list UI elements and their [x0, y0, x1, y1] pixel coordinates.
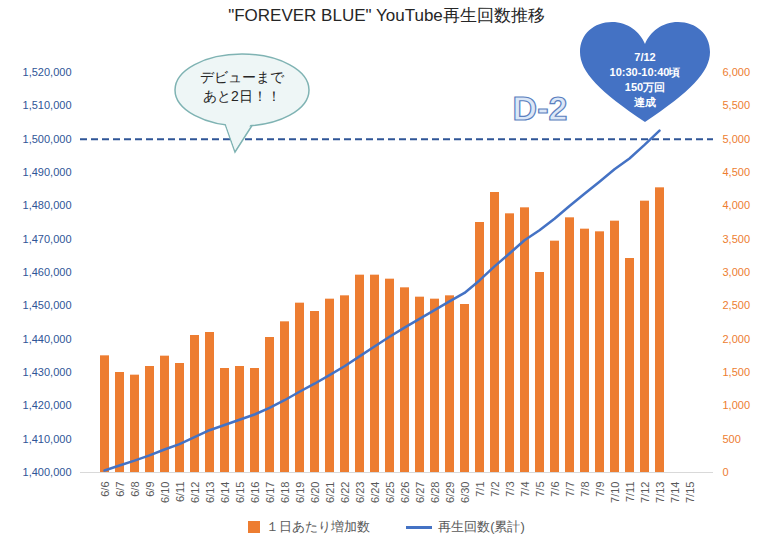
svg-text:3,000: 3,000: [723, 266, 751, 278]
svg-text:5,000: 5,000: [723, 133, 751, 145]
svg-text:1,420,000: 1,420,000: [23, 399, 72, 411]
svg-text:1,490,000: 1,490,000: [23, 166, 72, 178]
svg-text:6/19: 6/19: [294, 482, 306, 503]
svg-text:7/6: 7/6: [549, 482, 561, 497]
svg-text:10:30-10:40頃: 10:30-10:40頃: [610, 66, 681, 79]
svg-text:1,430,000: 1,430,000: [23, 366, 72, 378]
svg-text:1,520,000: 1,520,000: [23, 66, 72, 78]
svg-text:6/12: 6/12: [189, 482, 201, 503]
svg-text:7/11: 7/11: [624, 482, 636, 503]
svg-text:1,480,000: 1,480,000: [23, 199, 72, 211]
svg-text:1,510,000: 1,510,000: [23, 99, 72, 111]
svg-text:6/17: 6/17: [264, 482, 276, 503]
svg-text:7/9: 7/9: [594, 482, 606, 497]
svg-text:7/4: 7/4: [519, 482, 531, 497]
svg-text:0: 0: [723, 466, 729, 478]
svg-text:達成: 達成: [633, 96, 656, 108]
svg-text:7/5: 7/5: [534, 482, 546, 497]
svg-text:3,500: 3,500: [723, 233, 751, 245]
svg-text:7/7: 7/7: [564, 482, 576, 497]
svg-text:7/12: 7/12: [634, 51, 655, 63]
svg-text:1,500: 1,500: [723, 366, 751, 378]
svg-text:6/22: 6/22: [339, 482, 351, 503]
svg-text:6/11: 6/11: [174, 482, 186, 503]
svg-text:7/8: 7/8: [579, 482, 591, 497]
svg-text:1,450,000: 1,450,000: [23, 299, 72, 311]
svg-text:6/24: 6/24: [369, 482, 381, 503]
svg-text:1,410,000: 1,410,000: [23, 433, 72, 445]
svg-text:あと2日！！: あと2日！！: [203, 88, 281, 104]
svg-text:7/13: 7/13: [654, 482, 666, 503]
svg-text:1,460,000: 1,460,000: [23, 266, 72, 278]
svg-text:5,500: 5,500: [723, 99, 751, 111]
svg-text:2,000: 2,000: [723, 333, 751, 345]
svg-text:500: 500: [723, 433, 741, 445]
svg-text:7/1: 7/1: [474, 482, 486, 497]
svg-text:6/20: 6/20: [309, 482, 321, 503]
svg-text:6/23: 6/23: [354, 482, 366, 503]
svg-text:6/13: 6/13: [204, 482, 216, 503]
svg-text:6/25: 6/25: [384, 482, 396, 503]
html-text:再生回数(累計): 再生回数(累計): [438, 519, 525, 534]
svg-text:6/30: 6/30: [459, 482, 471, 503]
svg-text:7/2: 7/2: [489, 482, 501, 497]
svg-text:1,440,000: 1,440,000: [23, 333, 72, 345]
svg-text:6/15: 6/15: [234, 482, 246, 503]
svg-text:6,000: 6,000: [723, 66, 751, 78]
svg-text:7/10: 7/10: [609, 482, 621, 503]
svg-text:1,000: 1,000: [723, 399, 751, 411]
svg-text:6/28: 6/28: [429, 482, 441, 503]
html-text:１日あたり増加数: １日あたり増加数: [266, 519, 371, 534]
html-text:"FOREVER BLUE" YouTube再生回数推移: "FOREVER BLUE" YouTube再生回数推移: [228, 6, 545, 25]
svg-text:6/14: 6/14: [219, 482, 231, 503]
svg-text:7/3: 7/3: [504, 482, 516, 497]
svg-text:6/27: 6/27: [414, 482, 426, 503]
svg-text:7/12: 7/12: [639, 482, 651, 503]
svg-text:6/6: 6/6: [99, 482, 111, 497]
svg-text:6/8: 6/8: [129, 482, 141, 497]
svg-text:1,500,000: 1,500,000: [23, 133, 72, 145]
svg-text:1,400,000: 1,400,000: [23, 466, 72, 478]
svg-text:6/16: 6/16: [249, 482, 261, 503]
svg-text:6/29: 6/29: [444, 482, 456, 503]
svg-text:7/14: 7/14: [669, 482, 681, 503]
svg-text:6/21: 6/21: [324, 482, 336, 503]
svg-text:6/9: 6/9: [144, 482, 156, 497]
svg-text:2,500: 2,500: [723, 299, 751, 311]
svg-text:4,500: 4,500: [723, 166, 751, 178]
svg-text:D-2: D-2: [513, 89, 568, 127]
svg-text:6/26: 6/26: [399, 482, 411, 503]
svg-text:6/10: 6/10: [159, 482, 171, 503]
svg-text:150万回: 150万回: [625, 81, 665, 93]
svg-text:6/18: 6/18: [279, 482, 291, 503]
svg-text:デビューまで: デビューまで: [200, 69, 285, 85]
svg-text:6/7: 6/7: [114, 482, 126, 497]
svg-text:1,470,000: 1,470,000: [23, 233, 72, 245]
svg-text:7/15: 7/15: [684, 482, 696, 503]
svg-text:4,000: 4,000: [723, 199, 751, 211]
